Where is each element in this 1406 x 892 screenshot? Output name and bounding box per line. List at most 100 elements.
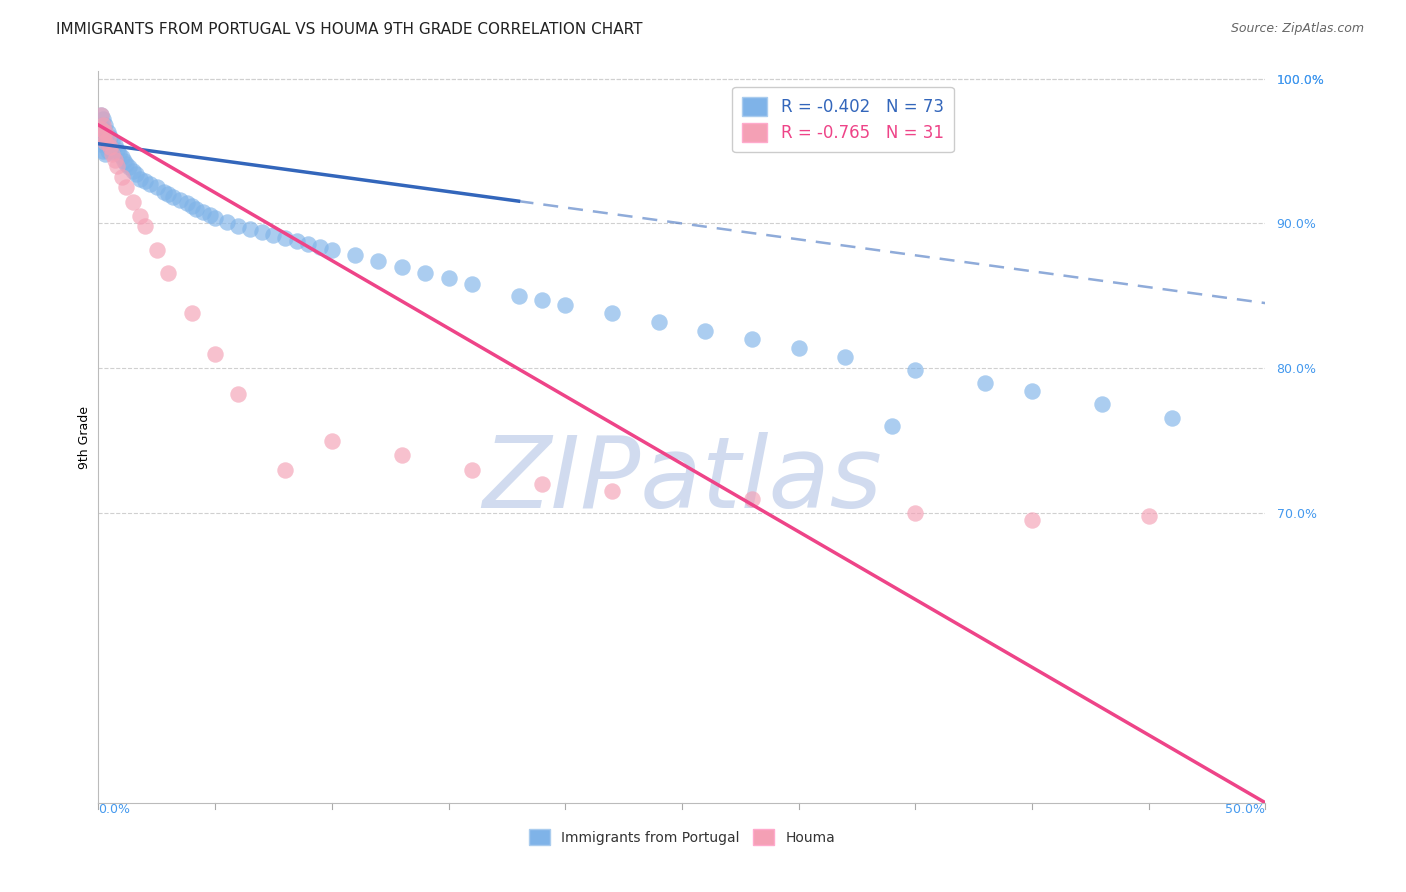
Point — [239, 222, 262, 236]
Point — [105, 159, 128, 173]
Point — [647, 315, 669, 329]
Legend: Immigrants from Portugal, Houma: Immigrants from Portugal, Houma — [523, 823, 841, 851]
Point — [297, 236, 319, 251]
Point — [262, 227, 284, 242]
Point — [94, 136, 117, 151]
Point — [115, 180, 138, 194]
Point — [111, 170, 134, 185]
Point — [215, 215, 238, 229]
Point — [91, 129, 114, 144]
Point — [176, 196, 198, 211]
Point — [880, 419, 903, 434]
Text: ZIPatlas: ZIPatlas — [482, 433, 882, 530]
Point — [91, 144, 114, 158]
Point — [193, 205, 215, 219]
Point — [741, 491, 763, 506]
Y-axis label: 9th Grade: 9th Grade — [79, 406, 91, 468]
Point — [115, 157, 138, 171]
Point — [974, 376, 997, 390]
Point — [834, 350, 856, 364]
Point — [391, 448, 413, 462]
Point — [228, 219, 250, 234]
Text: Source: ZipAtlas.com: Source: ZipAtlas.com — [1230, 22, 1364, 36]
Point — [904, 506, 927, 520]
Point — [461, 277, 484, 292]
Point — [391, 260, 413, 274]
Point — [125, 167, 148, 181]
Point — [90, 108, 112, 122]
Point — [1161, 410, 1184, 425]
Point — [90, 136, 112, 151]
Point — [98, 129, 121, 144]
Point — [321, 434, 343, 448]
Text: IMMIGRANTS FROM PORTUGAL VS HOUMA 9TH GRADE CORRELATION CHART: IMMIGRANTS FROM PORTUGAL VS HOUMA 9TH GR… — [56, 22, 643, 37]
Point — [228, 387, 250, 401]
Point — [508, 289, 530, 303]
Point — [101, 145, 124, 160]
Point — [97, 136, 120, 150]
Point — [1021, 384, 1043, 399]
Point — [98, 139, 121, 153]
Point — [1091, 397, 1114, 411]
Point — [139, 178, 162, 192]
Point — [108, 147, 131, 161]
Point — [321, 243, 343, 257]
Point — [101, 147, 124, 161]
Point — [600, 484, 623, 499]
Point — [461, 463, 484, 477]
Point — [122, 164, 145, 178]
Point — [309, 239, 332, 253]
Point — [98, 141, 121, 155]
Point — [600, 306, 623, 320]
Point — [104, 153, 127, 167]
Point — [105, 143, 128, 157]
Point — [367, 254, 389, 268]
Point — [97, 132, 120, 146]
Point — [157, 187, 180, 202]
Point — [94, 118, 117, 132]
Point — [186, 202, 208, 216]
Point — [129, 171, 152, 186]
Point — [904, 362, 927, 376]
Point — [695, 324, 717, 338]
Point — [204, 347, 226, 361]
Point — [90, 122, 112, 136]
Point — [200, 208, 222, 222]
Point — [112, 154, 135, 169]
Point — [787, 341, 810, 355]
Point — [530, 477, 553, 491]
Point — [180, 199, 202, 213]
Point — [437, 271, 460, 285]
Point — [1137, 508, 1160, 523]
Point — [554, 297, 576, 311]
Point — [146, 243, 169, 257]
Point — [530, 293, 553, 308]
Point — [97, 125, 120, 139]
Point — [111, 150, 134, 164]
Point — [1021, 513, 1043, 527]
Point — [274, 231, 297, 245]
Point — [152, 185, 174, 199]
Point — [94, 128, 117, 142]
Point — [94, 147, 117, 161]
Point — [413, 266, 436, 280]
Point — [134, 219, 156, 234]
Point — [90, 129, 112, 144]
Text: 0.0%: 0.0% — [98, 803, 131, 816]
Point — [162, 190, 184, 204]
Point — [90, 118, 112, 132]
Point — [90, 108, 112, 122]
Point — [180, 306, 202, 320]
Point — [204, 211, 226, 225]
Point — [104, 138, 127, 153]
Point — [344, 248, 367, 262]
Point — [91, 118, 114, 132]
Point — [285, 234, 308, 248]
Point — [274, 463, 297, 477]
Point — [94, 136, 117, 150]
Point — [97, 144, 120, 158]
Text: 50.0%: 50.0% — [1226, 803, 1265, 816]
Point — [134, 174, 156, 188]
Point — [94, 125, 117, 139]
Point — [122, 194, 145, 209]
